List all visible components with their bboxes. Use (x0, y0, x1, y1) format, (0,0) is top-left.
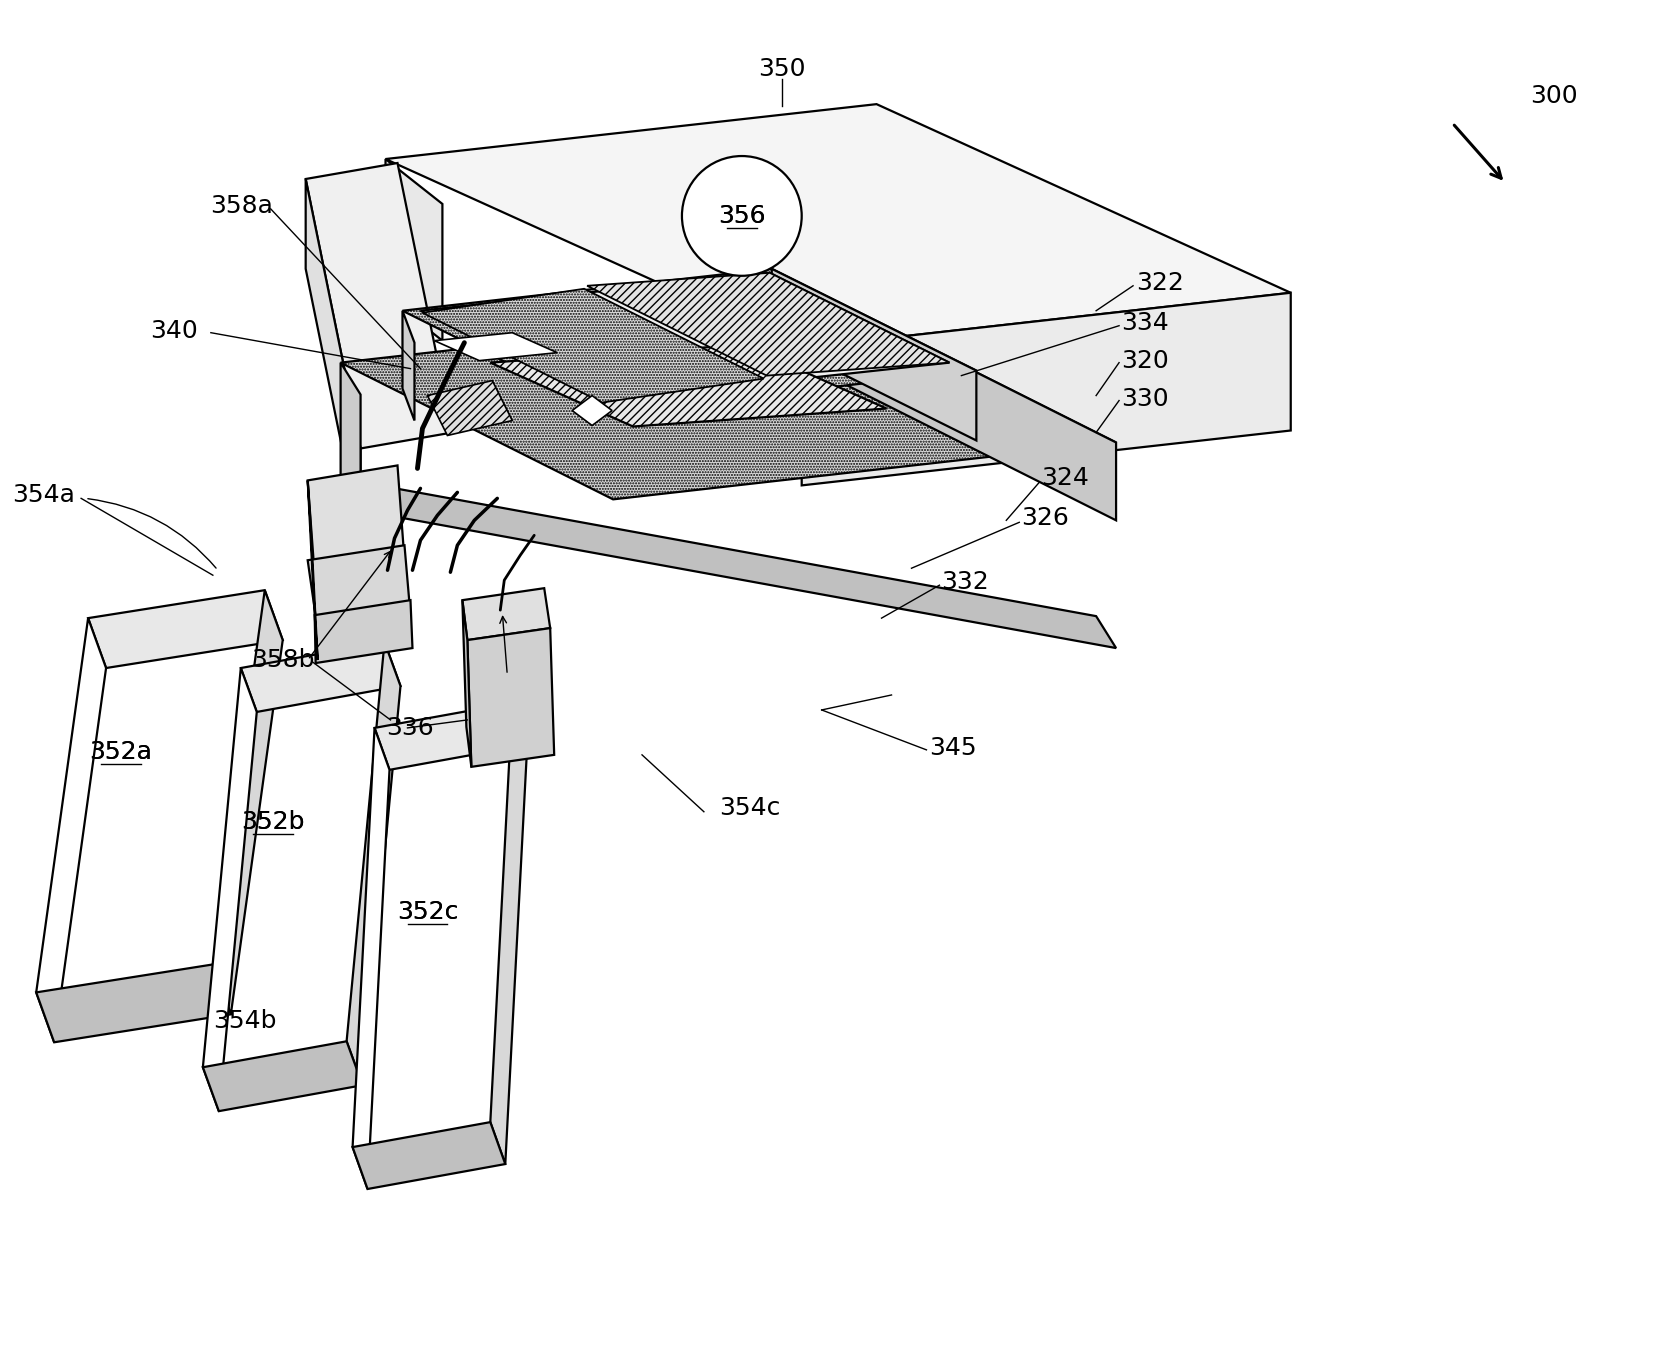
Polygon shape (241, 642, 401, 713)
Text: 352a: 352a (90, 740, 153, 764)
Circle shape (682, 156, 802, 276)
Polygon shape (341, 363, 361, 511)
Text: 300: 300 (1531, 85, 1577, 108)
Polygon shape (468, 628, 554, 767)
Polygon shape (203, 1041, 363, 1111)
Polygon shape (491, 345, 887, 426)
Text: 352a: 352a (90, 740, 153, 764)
Polygon shape (213, 590, 283, 1014)
Polygon shape (434, 333, 557, 360)
Text: 324: 324 (1042, 467, 1090, 490)
Polygon shape (802, 292, 1291, 486)
Text: 358a: 358a (210, 194, 273, 218)
Text: 354b: 354b (213, 1009, 276, 1033)
Polygon shape (463, 588, 551, 640)
Polygon shape (341, 306, 1117, 500)
Polygon shape (463, 601, 471, 767)
Polygon shape (203, 667, 256, 1111)
Polygon shape (37, 618, 106, 1043)
Polygon shape (423, 289, 764, 403)
Text: 356: 356 (717, 203, 765, 228)
Polygon shape (88, 590, 283, 667)
Polygon shape (308, 545, 411, 631)
Polygon shape (403, 311, 414, 420)
Polygon shape (491, 703, 527, 1164)
Text: 356: 356 (717, 203, 765, 228)
Polygon shape (587, 273, 950, 375)
Polygon shape (341, 478, 1117, 648)
Polygon shape (306, 179, 361, 538)
Polygon shape (353, 1122, 506, 1189)
Polygon shape (314, 601, 413, 663)
Text: 352b: 352b (241, 809, 305, 834)
Polygon shape (308, 480, 318, 661)
Polygon shape (353, 728, 389, 1189)
Text: 354a: 354a (12, 483, 75, 508)
Text: 352c: 352c (396, 900, 458, 924)
Text: 352b: 352b (241, 809, 305, 834)
Polygon shape (772, 269, 977, 441)
Text: 322: 322 (1137, 270, 1183, 295)
Text: 334: 334 (1122, 311, 1168, 334)
Polygon shape (421, 273, 950, 400)
Text: 354c: 354c (719, 796, 780, 820)
Text: 320: 320 (1122, 348, 1168, 373)
Text: 332: 332 (942, 571, 988, 594)
Polygon shape (428, 381, 513, 435)
Text: 358b: 358b (251, 648, 314, 672)
Polygon shape (346, 642, 401, 1085)
Text: 350: 350 (759, 57, 805, 81)
Polygon shape (386, 104, 1291, 348)
Text: 326: 326 (1022, 506, 1070, 531)
Polygon shape (403, 269, 977, 412)
Text: 340: 340 (150, 318, 198, 343)
Polygon shape (37, 965, 231, 1043)
Polygon shape (374, 703, 527, 770)
Polygon shape (844, 306, 1117, 520)
Text: 345: 345 (930, 736, 977, 760)
Text: 352c: 352c (396, 900, 458, 924)
Polygon shape (572, 396, 612, 426)
Polygon shape (308, 465, 404, 575)
Text: 336: 336 (386, 715, 434, 740)
Text: 330: 330 (1122, 386, 1168, 411)
Polygon shape (306, 162, 453, 449)
Polygon shape (386, 160, 443, 341)
